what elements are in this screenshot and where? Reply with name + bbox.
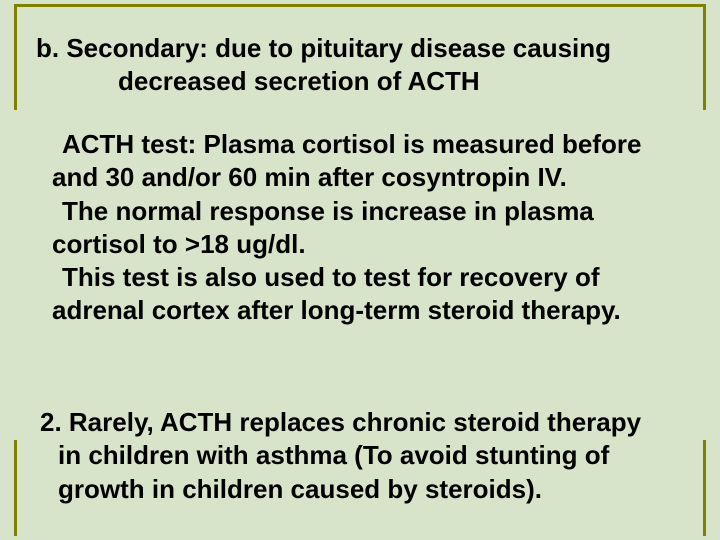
body-block-1: ACTH test: Plasma cortisol is measured b… [52, 128, 680, 328]
body1-p2: The normal response is increase in plasm… [52, 195, 680, 262]
body-block-2: 2. Rarely, ACTH replaces chronic steroid… [40, 406, 690, 506]
body2-rest: in children with asthma (To avoid stunti… [40, 439, 690, 506]
slide-content: b. Secondary: due to pituitary disease c… [0, 0, 720, 540]
heading-line2: decreased secretion of ACTH [36, 65, 676, 98]
body1-p1: ACTH test: Plasma cortisol is measured b… [52, 128, 680, 195]
heading-block: b. Secondary: due to pituitary disease c… [36, 32, 676, 97]
body2-line1: 2. Rarely, ACTH replaces chronic steroid… [40, 407, 641, 437]
body1-p3: This test is also used to test for recov… [52, 261, 680, 328]
heading-line1: b. Secondary: due to pituitary disease c… [36, 33, 611, 63]
